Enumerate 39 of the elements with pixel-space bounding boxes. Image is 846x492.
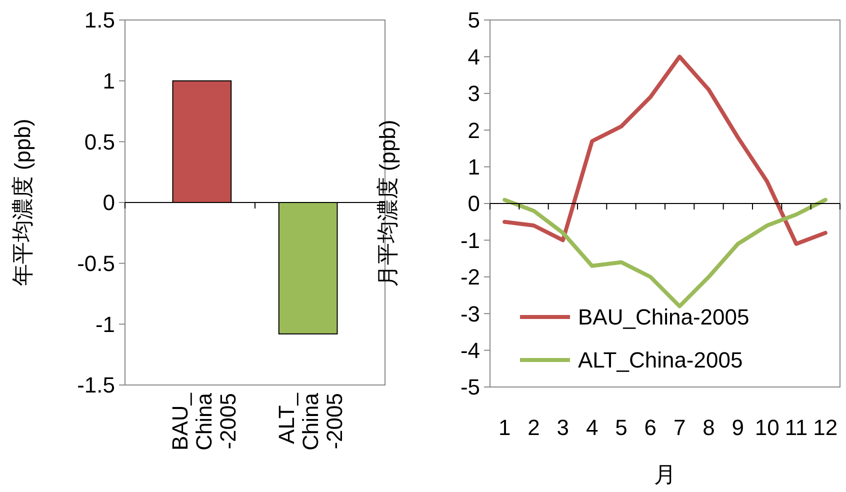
y-tick-label: -2: [460, 264, 480, 290]
y-axis-title: 年平均濃度 (ppb): [10, 118, 35, 286]
x-tick-label: 4: [586, 415, 598, 440]
x-tick-label: 2: [528, 415, 540, 440]
x-axis-title: 月: [654, 462, 676, 487]
x-tick-label: BAU_China-2005: [168, 392, 241, 450]
legend-label: ALT_China-2005: [578, 348, 743, 373]
x-tick-label: 11: [784, 415, 808, 440]
y-axis-title: 月平均濃度 (ppb): [375, 120, 400, 288]
x-tick-label: 6: [644, 415, 657, 440]
x-tick-label: 1: [498, 415, 511, 440]
x-tick-label: 5: [615, 415, 628, 440]
y-tick-label: -1.5: [77, 372, 115, 398]
x-tick-label: ALT_China-2005: [274, 392, 347, 450]
y-tick-label: 0: [102, 190, 115, 216]
x-tick-label: 7: [673, 415, 686, 440]
line-series: [502, 198, 828, 308]
y-tick-label: 0.5: [84, 129, 115, 154]
y-tick-label: -1: [460, 228, 480, 253]
line-series: [502, 54, 828, 246]
y-tick-label: 2: [468, 118, 480, 143]
y-tick-label: 1.5: [84, 8, 115, 33]
legend-label: BAU_China-2005: [578, 304, 750, 330]
y-tick-label: 1: [468, 154, 480, 180]
x-tick-label: 10: [754, 415, 780, 440]
y-tick-label: -5: [460, 374, 480, 400]
y-tick-label: -1: [95, 312, 115, 337]
y-tick-label: 4: [468, 44, 480, 70]
x-tick-label: 12: [813, 415, 838, 440]
y-tick-label: -4: [460, 338, 480, 363]
y-tick-label: 5: [468, 8, 480, 33]
y-tick-label: 3: [468, 81, 480, 106]
y-tick-label: -3: [460, 301, 480, 326]
x-tick-label: 9: [732, 415, 744, 440]
y-tick-label: 1: [102, 68, 115, 94]
x-tick-label: 8: [702, 415, 715, 440]
y-tick-label: 0: [468, 191, 480, 216]
x-tick-label: 3: [556, 415, 570, 440]
y-tick-label: -0.5: [77, 251, 115, 276]
